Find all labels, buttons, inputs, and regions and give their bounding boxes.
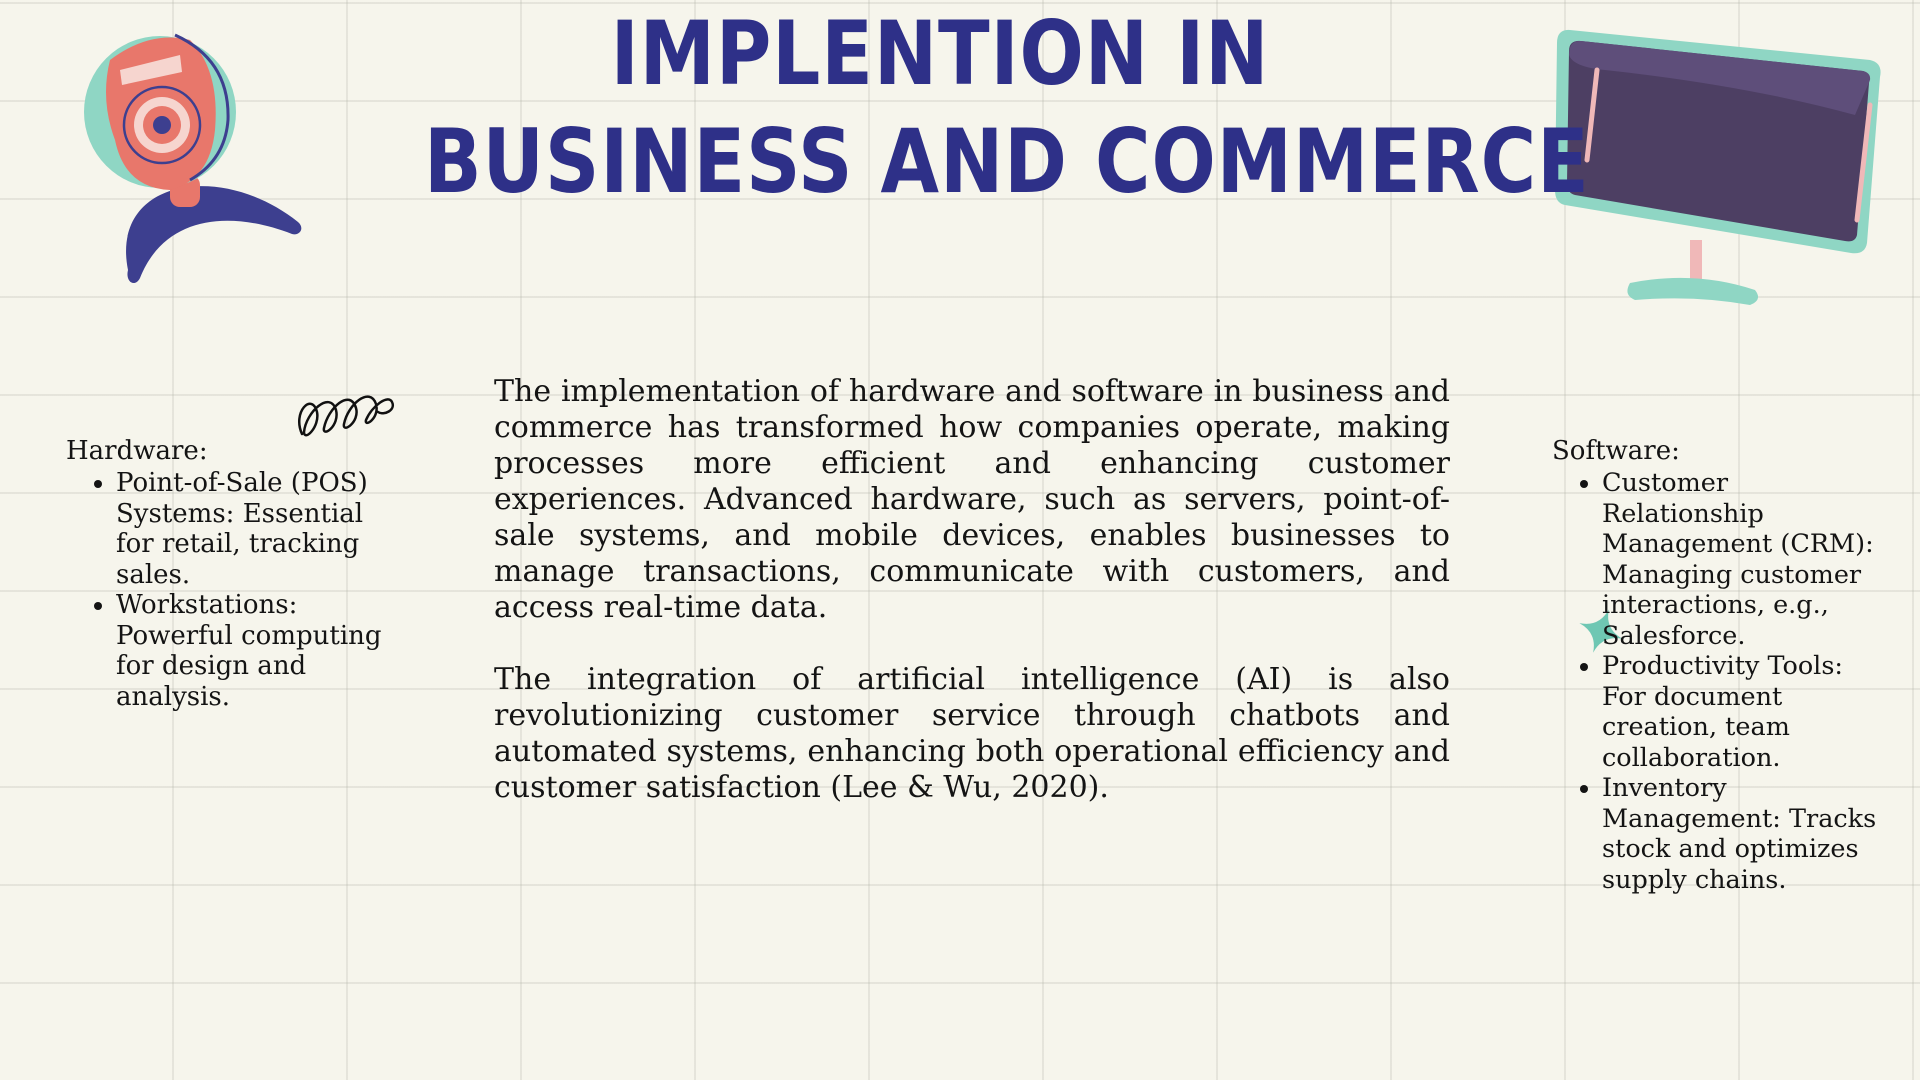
sparkle-icon [1579,609,1623,653]
hardware-item-workstations: Workstations: Powerful computing for des… [116,590,406,712]
webcam-icon [84,33,302,284]
body-text: The implementation of hardware and softw… [494,374,1450,842]
software-heading: Software: [1552,436,1680,466]
software-item-inventory: Inventory Management: Tracks stock and o… [1602,773,1892,895]
page-title: Implention in business and commerce [424,0,1590,216]
software-item-crm: Customer Relationship Management (CRM): … [1602,468,1892,651]
hardware-section: Hardware: Point-of-Sale (POS) Systems: E… [66,436,406,712]
software-list: Customer Relationship Management (CRM): … [1552,468,1892,895]
title-line-2: business and commerce [424,110,1590,213]
body-paragraph-1: The implementation of hardware and softw… [494,374,1450,625]
hardware-list: Point-of-Sale (POS) Systems: Essential f… [66,468,406,712]
software-item-productivity: Productivity Tools: For document creatio… [1602,651,1892,773]
monitor-icon [1555,29,1881,305]
title-line-1: Implention in [610,2,1270,105]
software-section: Software: Customer Relationship Manageme… [1552,436,1892,895]
body-paragraph-2: The integration of artificial intelligen… [494,662,1450,805]
hardware-item-pos: Point-of-Sale (POS) Systems: Essential f… [116,468,406,590]
squiggle-icon [298,395,395,437]
hardware-heading: Hardware: [66,436,208,466]
